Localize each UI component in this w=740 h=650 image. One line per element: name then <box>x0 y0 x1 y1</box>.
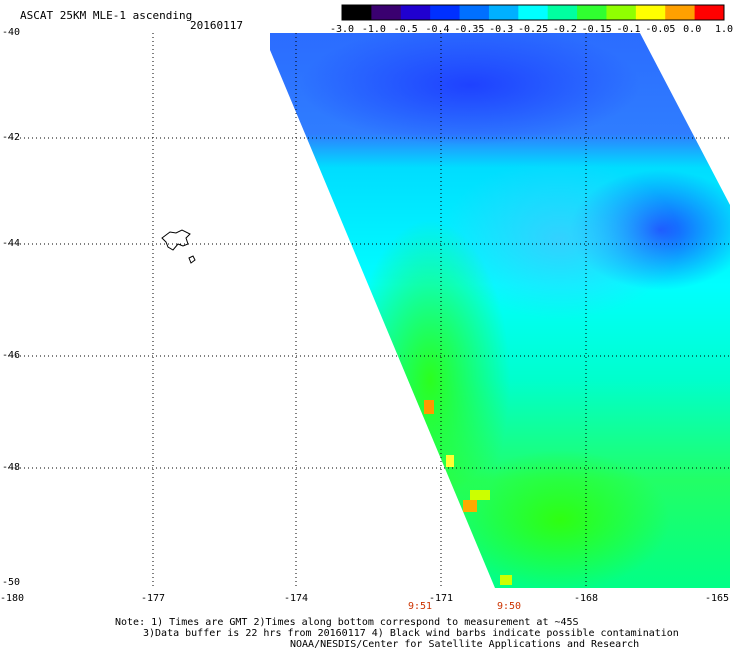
colorbar-label: 1.0 <box>715 24 734 35</box>
colorbar-label: -0.3 <box>489 24 514 35</box>
colorbar-segment <box>694 5 725 20</box>
colorbar-label: -0.35 <box>454 24 485 35</box>
x-tick-label: -174 <box>284 593 309 604</box>
colorbar-segment <box>430 5 461 20</box>
colorbar-label: -3.0 <box>330 24 355 35</box>
graticule <box>8 33 730 588</box>
colorbar-segment <box>635 5 666 20</box>
product-title: ASCAT 25KM MLE-1 ascending <box>20 9 193 22</box>
footnote-line-3: NOAA/NESDIS/Center for Satellite Applica… <box>290 639 640 650</box>
colorbar-label: -0.25 <box>518 24 549 35</box>
x-tick-label: -177 <box>141 593 166 604</box>
x-tick-label: -180 <box>0 593 25 604</box>
y-tick-label: -50 <box>2 577 21 588</box>
colorbar-segment <box>459 5 490 20</box>
colorbar-label: -1.0 <box>361 24 386 35</box>
colorbar-segment <box>665 5 696 20</box>
y-tick-label: -48 <box>2 462 21 473</box>
colorbar <box>341 4 725 21</box>
x-tick-label: -171 <box>429 593 454 604</box>
colorbar-frame <box>341 4 725 21</box>
colorbar-segment <box>400 5 431 20</box>
x-tick-label: -165 <box>705 593 730 604</box>
colorbar-label: -0.1 <box>616 24 641 35</box>
colorbar-label: -0.4 <box>425 24 450 35</box>
colorbar-label: -0.05 <box>645 24 676 35</box>
colorbar-label: 0.0 <box>683 24 702 35</box>
swath-time-label: 9:51 <box>408 601 433 612</box>
y-tick-label: -42 <box>2 132 21 143</box>
colorbar-label: -0.2 <box>552 24 577 35</box>
y-tick-label: -40 <box>2 27 21 38</box>
colorbar-label: -0.15 <box>581 24 612 35</box>
footnote-line-2: 3)Data buffer is 22 hrs from 20160117 4)… <box>143 628 679 639</box>
colorbar-segment <box>342 5 372 20</box>
x-tick-label: -168 <box>574 593 599 604</box>
product-date: 20160117 <box>190 19 243 32</box>
colorbar-segment <box>518 5 549 20</box>
colorbar-label: -0.5 <box>393 24 418 35</box>
footnote-line-1: Note: 1) Times are GMT 2)Times along bot… <box>115 617 579 628</box>
colorbar-segment <box>577 5 607 20</box>
y-tick-label: -46 <box>2 350 21 361</box>
island-outline <box>161 229 196 264</box>
swath-data <box>270 33 730 588</box>
colorbar-segment <box>488 5 519 20</box>
colorbar-segment <box>371 5 402 20</box>
colorbar-segment <box>547 5 578 20</box>
swath-time-label: 9:50 <box>497 601 522 612</box>
colorbar-segment <box>606 5 637 20</box>
y-tick-label: -44 <box>2 238 21 249</box>
